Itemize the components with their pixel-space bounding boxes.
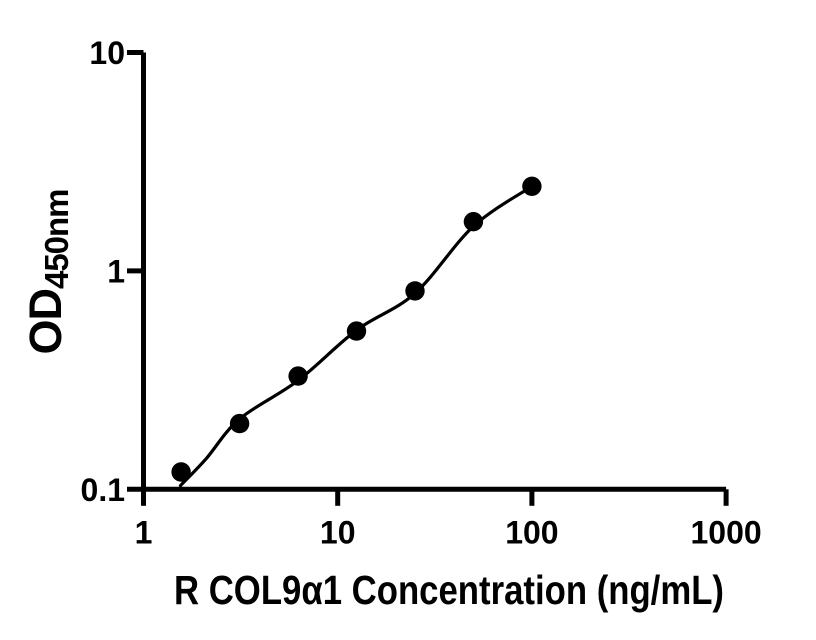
- y-axis-title-main: OD: [20, 289, 71, 355]
- x-tick-label: 1: [135, 514, 153, 550]
- data-point: [171, 462, 191, 482]
- data-point: [346, 321, 367, 341]
- data-layer: [171, 176, 542, 488]
- x-tick-label: 100: [505, 514, 558, 550]
- data-point: [229, 413, 250, 434]
- y-tick-label: 0.1: [81, 472, 125, 508]
- y-tick-label: 1: [107, 253, 125, 289]
- data-point: [522, 176, 542, 196]
- y-axis-title-sub: 450nm: [38, 189, 75, 290]
- x-axis-title: R COL9α1 Concentration (ng/mL): [174, 567, 724, 613]
- x-tick-label: 1000: [691, 514, 762, 550]
- y-tick-label: 10: [89, 35, 125, 71]
- data-point: [288, 366, 308, 386]
- y-axis-title: OD450nm: [20, 189, 76, 354]
- data-point: [463, 212, 484, 232]
- x-tick-label: 10: [320, 514, 356, 550]
- data-point: [405, 281, 425, 301]
- axes-layer: 0.1 1 10 1 10 100 1000: [81, 35, 762, 550]
